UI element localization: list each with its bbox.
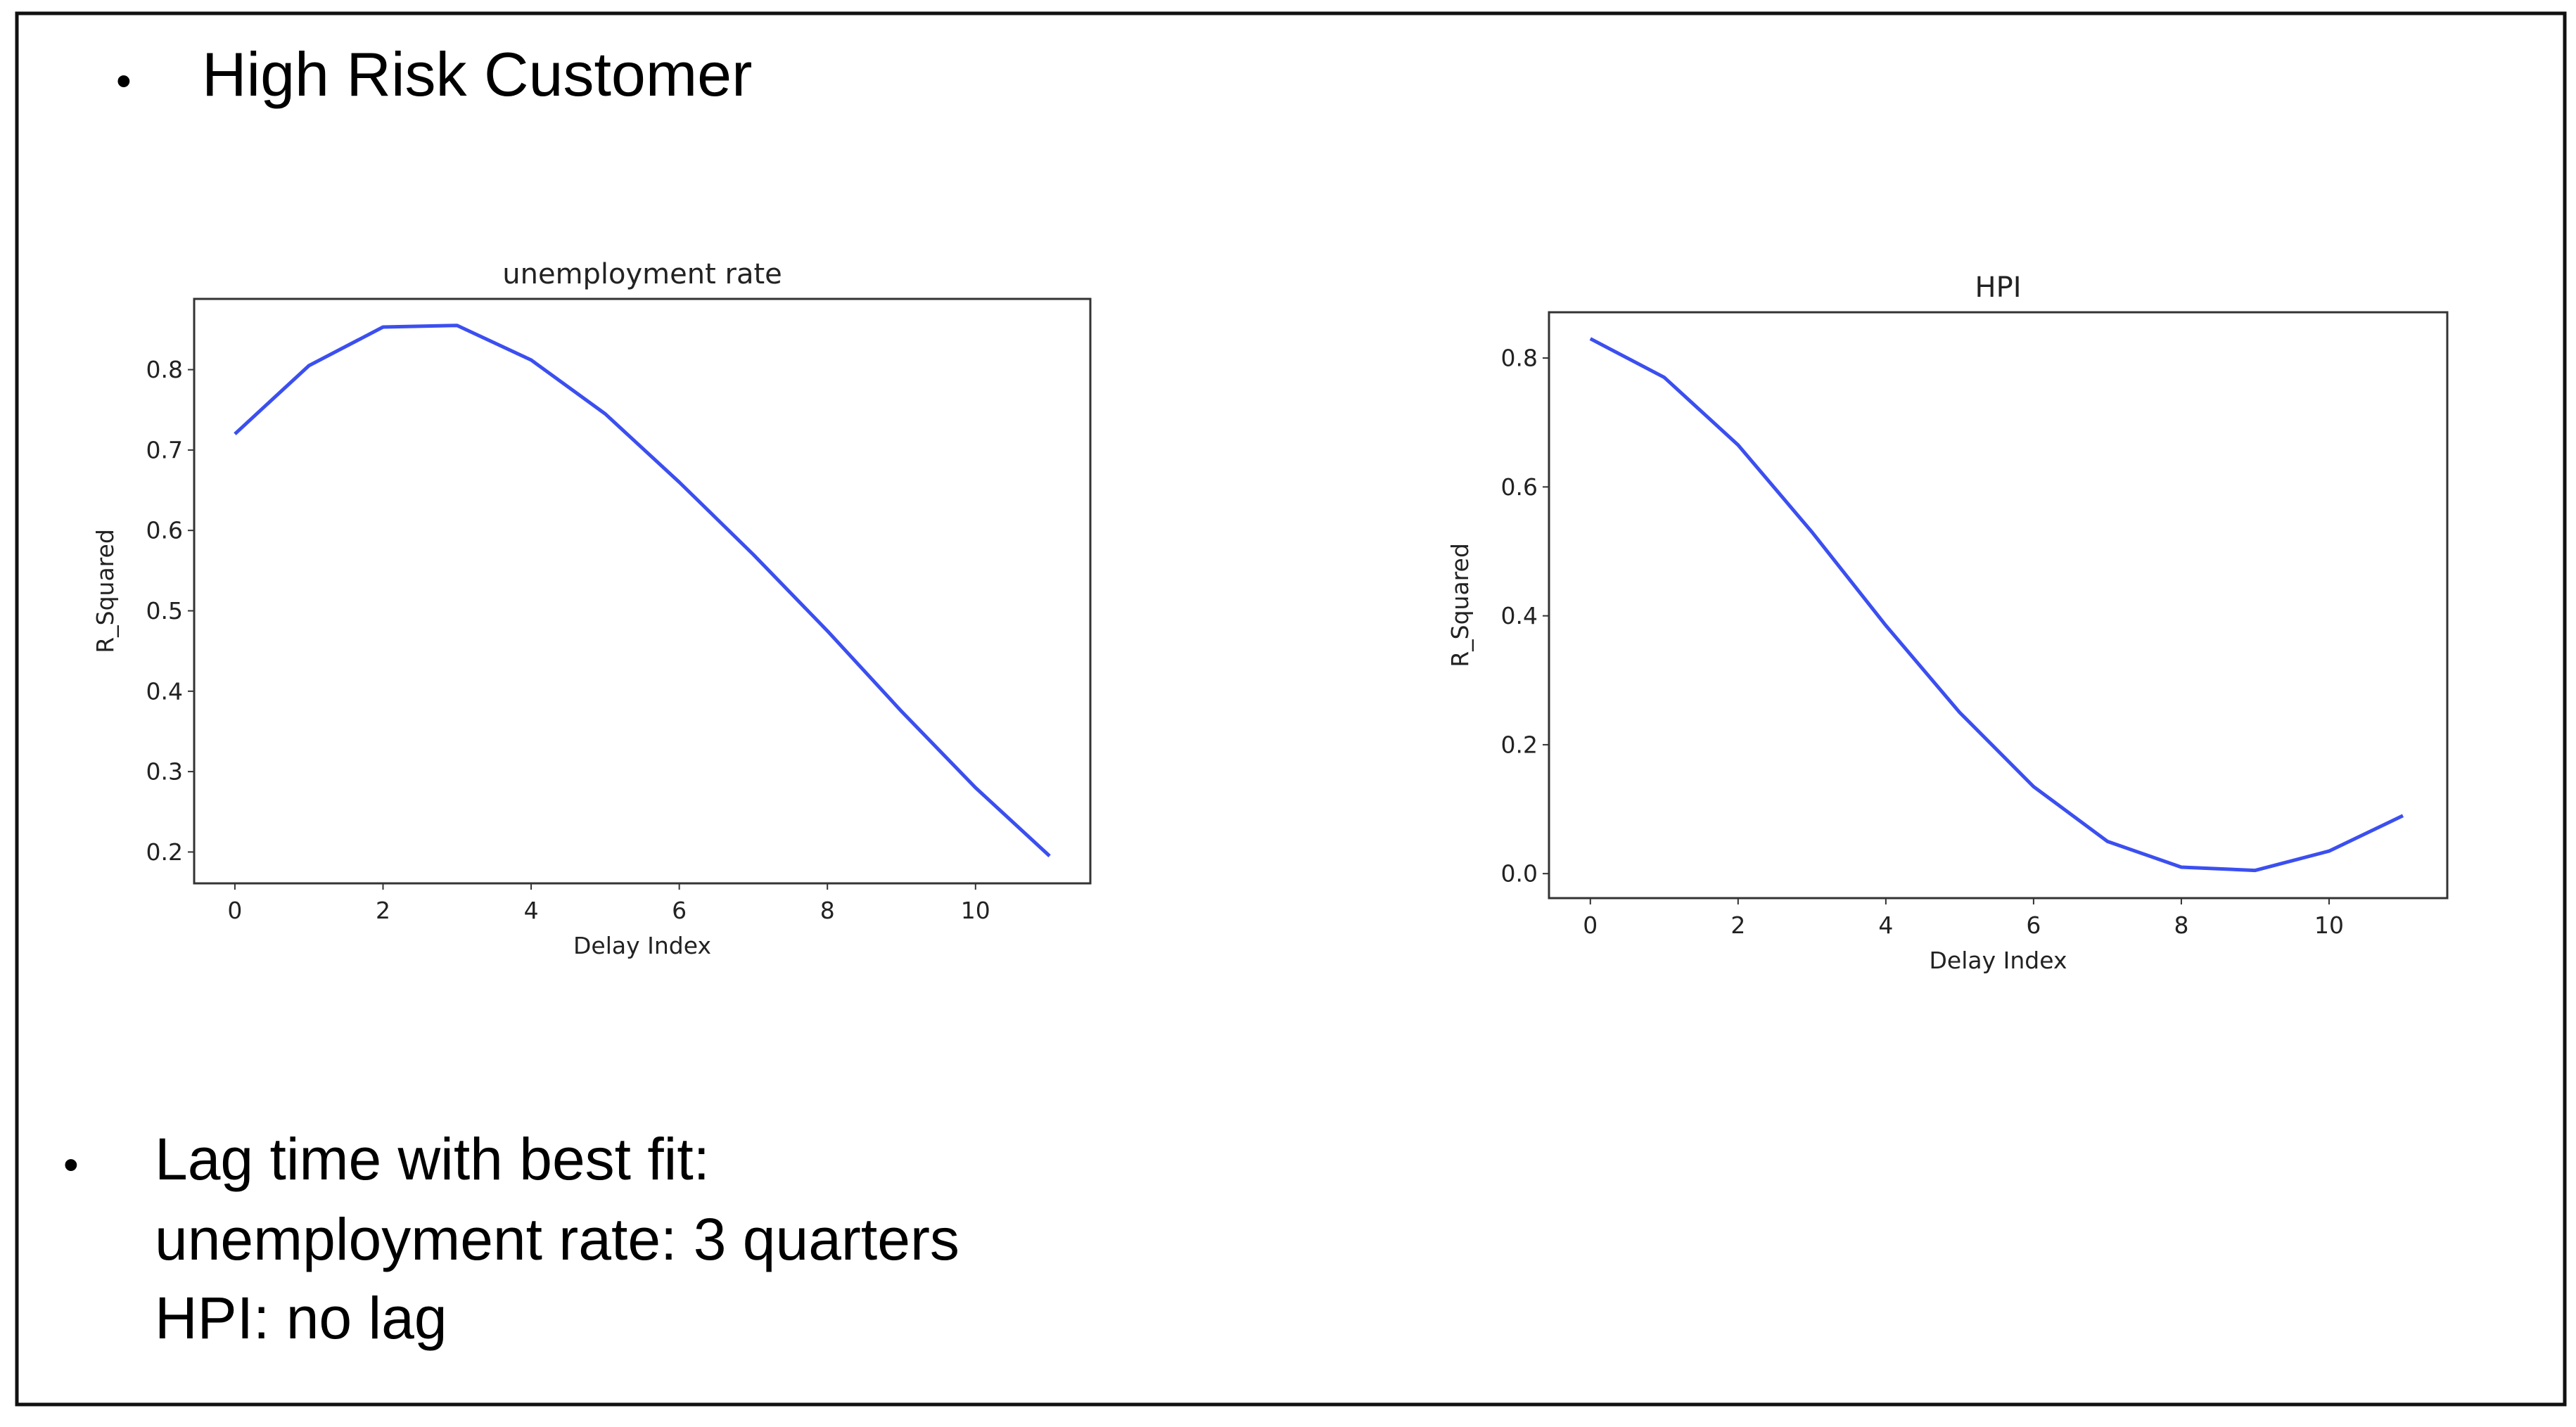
summary-line: HPI: no lag <box>155 1285 447 1351</box>
y-tick-label: 0.2 <box>146 838 183 866</box>
plot-frame <box>193 297 1092 885</box>
x-tick-label: 0 <box>227 897 242 924</box>
bullet: • <box>63 1141 79 1189</box>
x-axis-label: Delay Index <box>573 932 711 959</box>
bullet: • <box>116 57 132 105</box>
x-tick-label: 8 <box>2174 911 2188 939</box>
x-tick-label: 4 <box>524 897 539 924</box>
summary-line: unemployment rate: 3 quarters <box>155 1206 959 1272</box>
y-axis-label: R_Squared <box>91 529 119 653</box>
x-tick-label: 2 <box>1730 911 1745 939</box>
y-tick-label: 0.8 <box>1501 345 1538 372</box>
x-axis-label: Delay Index <box>1930 947 2067 974</box>
chart-title: HPI <box>1975 271 2022 304</box>
x-tick-label: 10 <box>961 897 990 924</box>
x-tick-label: 4 <box>1878 911 1893 939</box>
slide-border <box>15 11 2567 1407</box>
data-line <box>1589 337 2404 873</box>
heading: High Risk Customer <box>202 39 752 109</box>
plot-frame <box>1548 311 2449 900</box>
x-tick-label: 8 <box>820 897 835 924</box>
y-tick-label: 0.3 <box>146 758 183 786</box>
x-tick-label: 10 <box>2314 911 2344 939</box>
y-tick-label: 0.2 <box>1501 731 1538 758</box>
y-tick-label: 0.7 <box>146 436 183 463</box>
x-tick-label: 2 <box>376 897 390 924</box>
y-tick-label: 0.5 <box>146 597 183 625</box>
y-axis-label: R_Squared <box>1446 543 1474 667</box>
y-tick-label: 0.6 <box>146 517 183 544</box>
x-tick-label: 0 <box>1583 911 1598 939</box>
y-tick-label: 0.6 <box>1501 473 1538 501</box>
y-tick-label: 0.8 <box>146 356 183 383</box>
data-line <box>234 324 1051 857</box>
y-tick-label: 0.4 <box>146 677 183 705</box>
chart-title: unemployment rate <box>502 258 782 290</box>
y-tick-label: 0.4 <box>1501 602 1538 629</box>
x-tick-label: 6 <box>2026 911 2041 939</box>
y-tick-label: 0.0 <box>1501 860 1538 888</box>
summary-line: Lag time with best fit: <box>155 1126 710 1192</box>
x-tick-label: 6 <box>672 897 687 924</box>
